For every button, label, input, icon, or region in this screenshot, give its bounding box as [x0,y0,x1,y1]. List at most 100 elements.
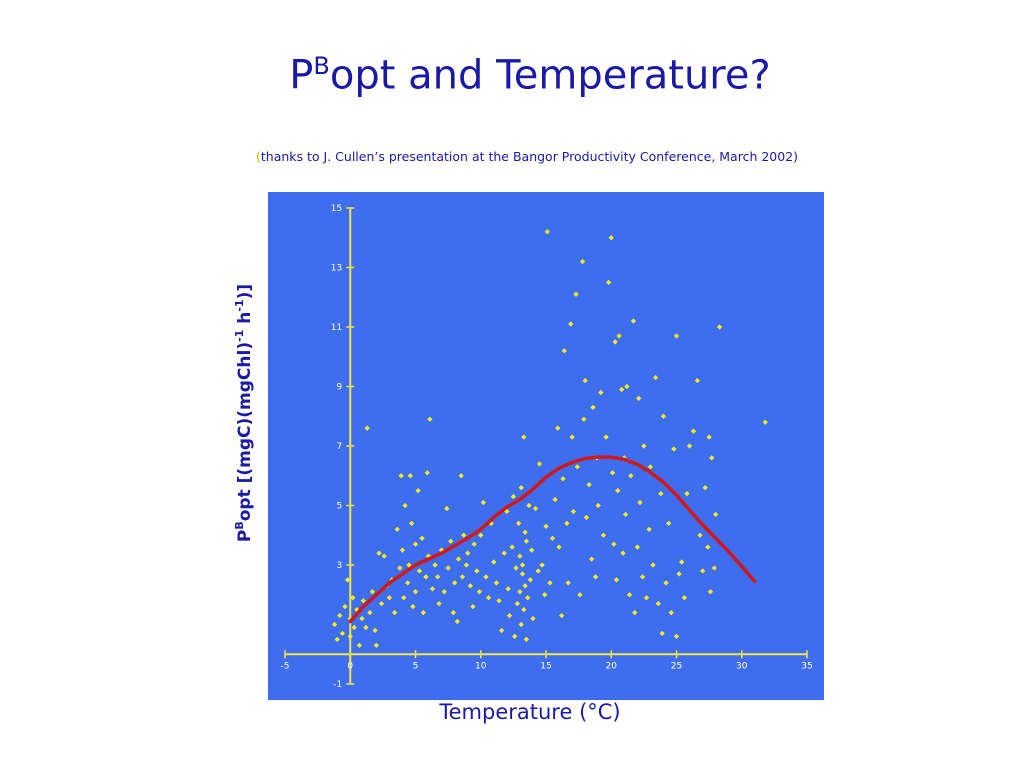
data-point [412,589,419,595]
data-point [589,556,595,562]
data-point [709,455,715,461]
data-point [436,601,442,607]
data-point [716,324,723,330]
data-point [655,601,661,607]
data-point [532,505,539,512]
data-point [620,550,626,556]
data-point [549,535,556,541]
data-point [416,568,423,574]
data-point [666,520,672,526]
data-point [425,553,432,559]
data-point [435,574,441,580]
ylabel-exp-1: -1 [233,329,247,342]
data-point [609,470,616,476]
data-point [402,502,408,509]
data-point [583,514,590,520]
data-point [650,562,656,568]
x-tick-label: 20 [606,661,618,671]
data-point [448,538,454,544]
data-point [415,488,421,494]
data-point [334,636,340,642]
data-point [337,612,343,619]
data-point [565,580,571,586]
data-point [522,529,528,535]
data-point [506,612,513,619]
data-point [407,473,413,479]
data-point [412,541,419,547]
data-point [523,636,530,642]
credit-text: thanks to J. Cullen’s presentation at th… [260,149,799,164]
data-point [615,488,621,494]
data-point [684,491,690,497]
data-point [367,610,373,616]
y-axis-label: PBopt [(mgC)(mgChl)-1 h-1)] [233,284,255,542]
data-point [653,374,659,381]
data-point [439,547,445,553]
x-tick-label: 10 [475,661,487,671]
plot-background [268,192,824,700]
data-point [514,601,520,607]
data-point [360,598,366,604]
data-point [606,279,612,285]
x-tick-label: 15 [540,661,551,671]
data-point [564,520,570,526]
data-points [331,229,768,648]
data-point [663,580,669,586]
data-point [711,565,717,571]
data-point [444,505,450,512]
data-point [700,568,706,574]
data-point [405,580,411,586]
data-point [331,621,338,628]
data-point [616,333,622,339]
data-point [378,601,385,607]
data-point [394,526,400,532]
data-point [452,580,458,586]
data-point [582,377,588,384]
y-tick-label: -1 [333,680,342,690]
data-point [463,562,469,568]
data-point [581,416,587,422]
data-point [522,583,528,589]
data-point [619,386,625,393]
data-point [499,627,505,634]
data-point [624,383,630,390]
data-point [518,621,524,628]
x-axis-label: Temperature (°C) [439,700,621,724]
data-point [429,586,436,592]
data-point [595,502,601,509]
data-point [560,476,566,482]
data-point [419,535,425,541]
data-point [510,493,516,500]
data-point [373,642,379,648]
data-point [673,633,680,639]
data-point [707,589,714,595]
data-point [570,508,577,515]
data-point [423,574,429,580]
data-point [525,595,531,601]
data-point [639,574,646,580]
data-point [376,550,382,556]
data-point [354,607,360,613]
y-tick-label: 9 [337,383,343,393]
data-point [392,610,398,616]
data-point [646,526,652,532]
data-point [470,604,476,610]
data-point [762,419,768,425]
data-point [636,395,642,401]
data-point [476,589,483,595]
data-point [509,544,515,550]
data-point [465,550,471,556]
data-point [686,443,693,449]
data-point [526,502,532,509]
data-point [458,473,464,479]
title-p: P [289,52,314,99]
data-point [364,425,370,431]
data-point [608,235,614,241]
data-point [590,404,596,410]
title-superscript-b: B [313,52,330,80]
data-point [556,544,562,550]
data-point [535,568,541,574]
data-point [626,592,633,598]
x-tick-label: 35 [801,661,812,671]
